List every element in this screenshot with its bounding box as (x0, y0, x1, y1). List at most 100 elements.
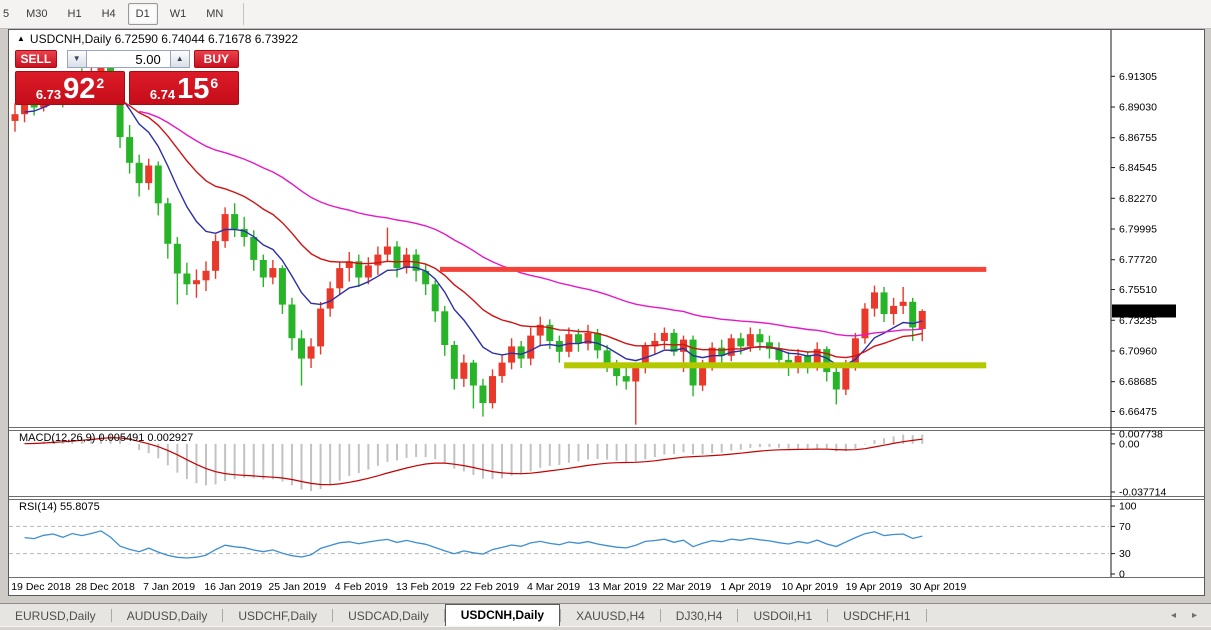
volume-stepper: ▼ ▲ (66, 50, 190, 68)
timeframe-button-d1[interactable]: D1 (127, 3, 158, 25)
macd-axis-label: -0.037714 (1119, 486, 1166, 498)
sell-price-big: 92 (63, 73, 96, 105)
timeframe-button-h1[interactable]: H1 (67, 8, 82, 20)
date-tick-label: 13 Mar 2019 (588, 581, 647, 593)
date-axis[interactable]: 19 Dec 2018 28 Dec 2018 7 Jan 2019 16 Jan 2… (11, 581, 966, 593)
price-tick-label: 6.91305 (1119, 71, 1157, 83)
date-tick-label: 28 Dec 2018 (75, 581, 135, 593)
price-tick-label: 6.89030 (1119, 102, 1157, 114)
sell-price-box[interactable]: 6.73 92 2 (15, 71, 125, 105)
collapse-triangle-icon[interactable]: ▲ (17, 34, 25, 43)
volume-input[interactable] (86, 50, 170, 68)
tab-separator (925, 609, 927, 622)
tab-scroll-arrows: ◂ ▸ (1171, 604, 1197, 626)
symbol-tab-dj30-h4[interactable]: DJ30,H4 (675, 609, 723, 623)
ma-line-slow (139, 110, 923, 337)
date-tick-label: 1 Apr 2019 (720, 581, 771, 593)
chart-header-text: USDCNH,Daily 6.72590 6.74044 6.71678 6.7… (29, 32, 299, 46)
rsi-layer (24, 530, 923, 559)
trendlines-layer (440, 266, 987, 369)
tab-separator (110, 609, 112, 622)
symbol-tabbar: EURUSD,Daily AUDUSD,Daily USDCHF,Daily USDC… (0, 603, 1211, 626)
tab-scroll-left-icon[interactable]: ◂ (1170, 609, 1176, 621)
ma-line-fast (24, 84, 923, 366)
tab-separator (560, 609, 562, 622)
resistance-line[interactable] (440, 266, 987, 272)
rsi-label: RSI(14) 55.8075 (19, 501, 100, 513)
date-tick-label: 22 Mar 2019 (652, 581, 711, 593)
price-tick-label: 6.70960 (1119, 345, 1157, 357)
current-price-label: 6.73922 (1116, 305, 1154, 317)
date-tick-label: 25 Jan 2019 (268, 581, 326, 593)
symbol-tab-usdchf-h1[interactable]: USDCHF,H1 (843, 609, 911, 623)
candles-layer (11, 50, 926, 425)
frame-layer (9, 30, 1204, 578)
timeframe-button-h4[interactable]: H4 (101, 8, 116, 20)
tab-separator (659, 609, 661, 622)
timeframe-button-w1[interactable]: W1 (169, 8, 187, 20)
symbol-tab-usdcnh-daily[interactable]: USDCNH,Daily (444, 604, 561, 626)
symbol-tab-usdchf-daily[interactable]: USDCHF,Daily (238, 609, 318, 623)
date-tick-label: 19 Dec 2018 (11, 581, 71, 593)
date-tick-label: 22 Feb 2019 (460, 581, 519, 593)
macd-layer (23, 434, 924, 492)
support-line[interactable] (564, 362, 987, 369)
tab-separator (443, 609, 445, 622)
price-tick-label: 6.75510 (1119, 284, 1157, 296)
rsi-axis-label: 70 (1119, 521, 1131, 533)
ma-line-mid (100, 95, 923, 359)
price-tick-label: 6.77720 (1119, 254, 1157, 266)
timeframe-button-mn[interactable]: MN (206, 8, 224, 20)
tab-separator (222, 609, 224, 622)
symbol-tab-audusd-daily[interactable]: AUDUSD,Daily (126, 609, 208, 623)
moving-averages-layer (24, 84, 923, 366)
chart-window[interactable]: 6.91305 6.89030 6.86755 6.84545 6.82270 6.799… (8, 29, 1205, 596)
date-tick-label: 10 Apr 2019 (781, 581, 838, 593)
rsi-levels-layer (9, 525, 1109, 555)
symbol-tab-xauusd-h4[interactable]: XAUUSD,H4 (576, 609, 645, 623)
price-tick-label: 6.68685 (1119, 376, 1157, 388)
price-tick-label: 6.73235 (1119, 315, 1157, 327)
price-axis[interactable]: 6.91305 6.89030 6.86755 6.84545 6.82270 6.799… (1111, 71, 1176, 418)
date-tick-label: 13 Feb 2019 (396, 581, 455, 593)
volume-increase-button[interactable]: ▲ (169, 50, 190, 68)
tab-scroll-right-icon[interactable]: ▸ (1191, 609, 1197, 621)
date-tick-label: 30 Apr 2019 (910, 581, 967, 593)
toolbar-separator (243, 3, 245, 25)
timeframe-toolbar: 5 M30 H1 H4 D1 W1 MN (0, 0, 1211, 29)
price-tick-label: 6.82270 (1119, 193, 1157, 205)
symbol-tab-usdoil-h1[interactable]: USDOil,H1 (753, 609, 813, 623)
rsi-axis-label: 0 (1119, 569, 1125, 581)
macd-axis-label: 0.007738 (1119, 428, 1163, 440)
status-strip (0, 626, 1211, 630)
symbol-tab-eurusd-daily[interactable]: EURUSD,Daily (15, 609, 96, 623)
rsi-axis-label: 100 (1119, 501, 1137, 513)
chart-canvas[interactable]: 6.91305 6.89030 6.86755 6.84545 6.82270 6.799… (9, 30, 1204, 595)
macd-axis-label: 0.00 (1119, 438, 1140, 450)
date-tick-label: 19 Apr 2019 (846, 581, 903, 593)
rsi-axis-label: 30 (1119, 548, 1131, 560)
date-tick-label: 4 Mar 2019 (527, 581, 580, 593)
sell-button[interactable]: SELL (15, 50, 57, 68)
sell-price-sup: 2 (96, 75, 105, 91)
date-tick-label: 4 Feb 2019 (335, 581, 388, 593)
timeframe-button-5[interactable]: 5 (3, 8, 10, 20)
price-tick-label: 6.84545 (1119, 162, 1157, 174)
price-tick-label: 6.79995 (1119, 224, 1157, 236)
symbol-tab-usdcad-daily[interactable]: USDCAD,Daily (348, 609, 429, 623)
buy-price-box[interactable]: 6.74 15 6 (129, 71, 239, 105)
buy-button[interactable]: BUY (193, 50, 239, 68)
current-price-box (1112, 304, 1176, 318)
tab-separator (332, 609, 334, 622)
buy-price-sup: 6 (210, 75, 219, 91)
buy-price-big: 15 (177, 73, 210, 105)
date-tick-label: 7 Jan 2019 (143, 581, 195, 593)
price-tick-label: 6.66475 (1119, 406, 1157, 418)
price-tick-label: 6.86755 (1119, 132, 1157, 144)
sell-price-prefix: 6.73 (35, 87, 62, 102)
timeframe-button-m30[interactable]: M30 (26, 8, 48, 20)
volume-decrease-button[interactable]: ▼ (66, 50, 87, 68)
